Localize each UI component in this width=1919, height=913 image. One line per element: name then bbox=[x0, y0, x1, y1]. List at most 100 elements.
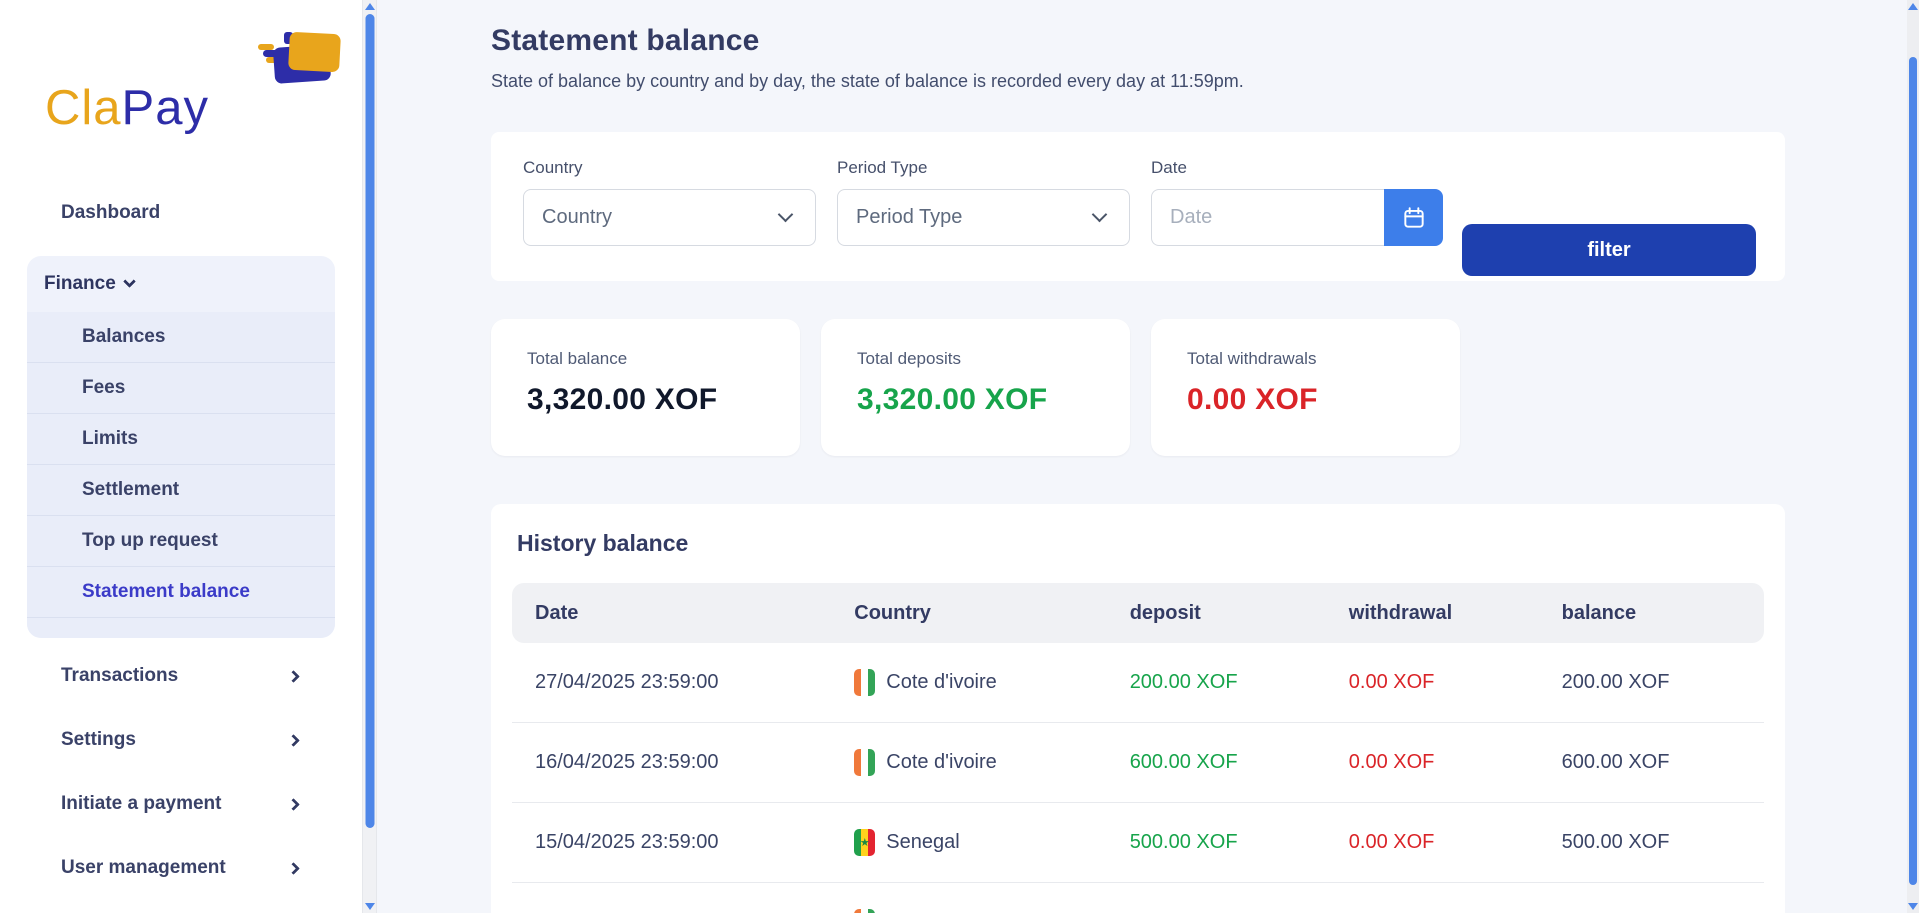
table-row: 27/04/2025 23:59:00 Cote d'ivoire 200.00… bbox=[512, 643, 1764, 723]
sidebar-item-finance[interactable]: Finance bbox=[27, 256, 335, 312]
finance-submenu-item[interactable]: Fees bbox=[27, 363, 335, 414]
country-flag-icon bbox=[854, 909, 876, 913]
table-body: 27/04/2025 23:59:00 Cote d'ivoire 200.00… bbox=[512, 643, 1764, 913]
table-row bbox=[512, 883, 1764, 913]
country-filter-group: Country Country bbox=[523, 158, 816, 281]
country-flag-icon bbox=[854, 829, 876, 856]
finance-submenu-label: Balances bbox=[82, 326, 166, 347]
finance-submenu-item[interactable]: Top up request bbox=[27, 516, 335, 567]
window-scrollbar[interactable] bbox=[1907, 0, 1919, 913]
cell-country: Cote d'ivoire bbox=[831, 669, 1106, 696]
table-row: 16/04/2025 23:59:00 Cote d'ivoire 600.00… bbox=[512, 723, 1764, 803]
column-header-date: Date bbox=[535, 601, 579, 624]
finance-submenu: Balances Fees Limits Settlement bbox=[27, 312, 335, 638]
sidebar-nav: Dashboard Finance Balances Fees bbox=[0, 181, 362, 900]
sidebar-item[interactable]: Transactions bbox=[0, 644, 362, 708]
cell-withdrawal: 0.00 XOF bbox=[1348, 751, 1435, 773]
logo-word-part2: Pay bbox=[121, 81, 209, 135]
table-header-row: Date Country deposit withdrawal balance bbox=[512, 583, 1764, 643]
country-flag-icon bbox=[854, 749, 876, 776]
logo-wordmark: ClaPay bbox=[45, 80, 209, 136]
main-content: Statement balance State of balance by co… bbox=[377, 0, 1907, 913]
stat-label: Total deposits bbox=[857, 349, 961, 368]
cell-date: 15/04/2025 23:59:00 bbox=[535, 831, 719, 853]
country-flag-icon bbox=[854, 669, 876, 696]
history-title: History balance bbox=[517, 530, 689, 556]
cell-withdrawal: 0.00 XOF bbox=[1348, 831, 1435, 853]
country-name: Cote d'ivoire bbox=[886, 671, 997, 693]
cell-country bbox=[831, 909, 1106, 913]
filter-button-group: filter bbox=[1462, 158, 1756, 281]
sidebar-item-label: Initiate a payment bbox=[61, 793, 222, 814]
finance-submenu-item[interactable]: Settlement bbox=[27, 465, 335, 516]
cell-country: Senegal bbox=[831, 829, 1106, 856]
cell-deposit: 600.00 XOF bbox=[1129, 751, 1238, 773]
cell-balance: 600.00 XOF bbox=[1561, 751, 1670, 773]
sidebar-item-label: Transactions bbox=[61, 665, 179, 686]
sidebar-item[interactable]: User management bbox=[0, 836, 362, 900]
clapay-logo[interactable]: ClaPay bbox=[45, 28, 342, 153]
column-header-deposit: deposit bbox=[1129, 601, 1201, 624]
sidebar-item-label: User management bbox=[61, 857, 226, 878]
chevron-down-icon bbox=[122, 274, 136, 288]
clapay-card-icon bbox=[258, 32, 341, 84]
sidebar-item-dashboard[interactable]: Dashboard bbox=[0, 181, 362, 245]
finance-submenu-label: Settlement bbox=[82, 479, 180, 500]
chevron-down-icon bbox=[777, 206, 794, 222]
cell-deposit: 500.00 XOF bbox=[1129, 831, 1238, 853]
chevron-right-icon bbox=[287, 797, 300, 811]
cell-balance: 200.00 XOF bbox=[1561, 671, 1670, 693]
finance-submenu-item[interactable]: Statement balance bbox=[27, 567, 335, 618]
chevron-right-icon bbox=[287, 861, 300, 875]
period-type-filter-group: Period Type Period Type bbox=[837, 158, 1130, 281]
period-type-select[interactable]: Period Type bbox=[837, 189, 1130, 246]
scroll-up-arrow-icon[interactable] bbox=[1908, 3, 1918, 10]
country-select-value: Country bbox=[542, 206, 613, 228]
stat-value: 3,320.00 XOF bbox=[857, 383, 1048, 416]
date-filter-group: Date bbox=[1151, 158, 1443, 281]
chevron-right-icon bbox=[287, 733, 300, 747]
cell-withdrawal: 0.00 XOF bbox=[1348, 671, 1435, 693]
date-label: Date bbox=[1151, 158, 1187, 177]
period-type-label: Period Type bbox=[837, 158, 928, 177]
cell-country: Cote d'ivoire bbox=[831, 749, 1106, 776]
calendar-button[interactable] bbox=[1384, 189, 1443, 246]
stat-label: Total balance bbox=[527, 349, 628, 368]
calendar-icon bbox=[1403, 206, 1424, 228]
finance-submenu-label: Top up request bbox=[82, 530, 218, 551]
cell-date: 27/04/2025 23:59:00 bbox=[535, 671, 719, 693]
scroll-up-arrow-icon[interactable] bbox=[364, 3, 375, 10]
country-label: Country bbox=[523, 158, 583, 177]
sidebar-scrollbar[interactable] bbox=[362, 0, 377, 913]
scroll-down-arrow-icon[interactable] bbox=[364, 903, 375, 910]
country-select[interactable]: Country bbox=[523, 189, 816, 246]
cell-balance: 500.00 XOF bbox=[1561, 831, 1670, 853]
stat-value: 3,320.00 XOF bbox=[527, 383, 718, 416]
filter-panel: Country Country Period Type Period Type … bbox=[491, 132, 1785, 281]
stat-label: Total withdrawals bbox=[1187, 349, 1317, 368]
chevron-down-icon bbox=[1091, 206, 1108, 222]
finance-submenu-item[interactable]: Balances bbox=[27, 312, 335, 363]
history-table: Date Country deposit withdrawal balance … bbox=[512, 583, 1764, 913]
finance-submenu-label: Statement balance bbox=[82, 581, 250, 602]
filter-button[interactable]: filter bbox=[1462, 224, 1756, 276]
finance-group: Finance Balances Fees bbox=[27, 256, 335, 638]
sidebar-item[interactable]: Settings bbox=[0, 708, 362, 772]
sidebar: ClaPay Dashboard Finance Balances bbox=[0, 0, 362, 913]
date-input[interactable] bbox=[1151, 189, 1384, 246]
scroll-down-arrow-icon[interactable] bbox=[1908, 903, 1918, 910]
finance-submenu-item[interactable]: Limits bbox=[27, 414, 335, 465]
date-field-wrap bbox=[1151, 189, 1443, 246]
cell-date: 16/04/2025 23:59:00 bbox=[535, 751, 719, 773]
country-name: Cote d'ivoire bbox=[886, 751, 997, 773]
sidebar-item[interactable]: Initiate a payment bbox=[0, 772, 362, 836]
period-type-select-value: Period Type bbox=[856, 206, 963, 228]
page-subtitle: State of balance by country and by day, … bbox=[491, 71, 1244, 91]
cell-deposit: 200.00 XOF bbox=[1129, 671, 1238, 693]
page-title: Statement balance bbox=[491, 24, 760, 57]
sidebar-item-label: Dashboard bbox=[61, 202, 161, 223]
sidebar-scrollbar-thumb[interactable] bbox=[365, 14, 374, 828]
logo-word-part1: Cla bbox=[45, 81, 122, 135]
window-scrollbar-thumb[interactable] bbox=[1909, 57, 1917, 885]
